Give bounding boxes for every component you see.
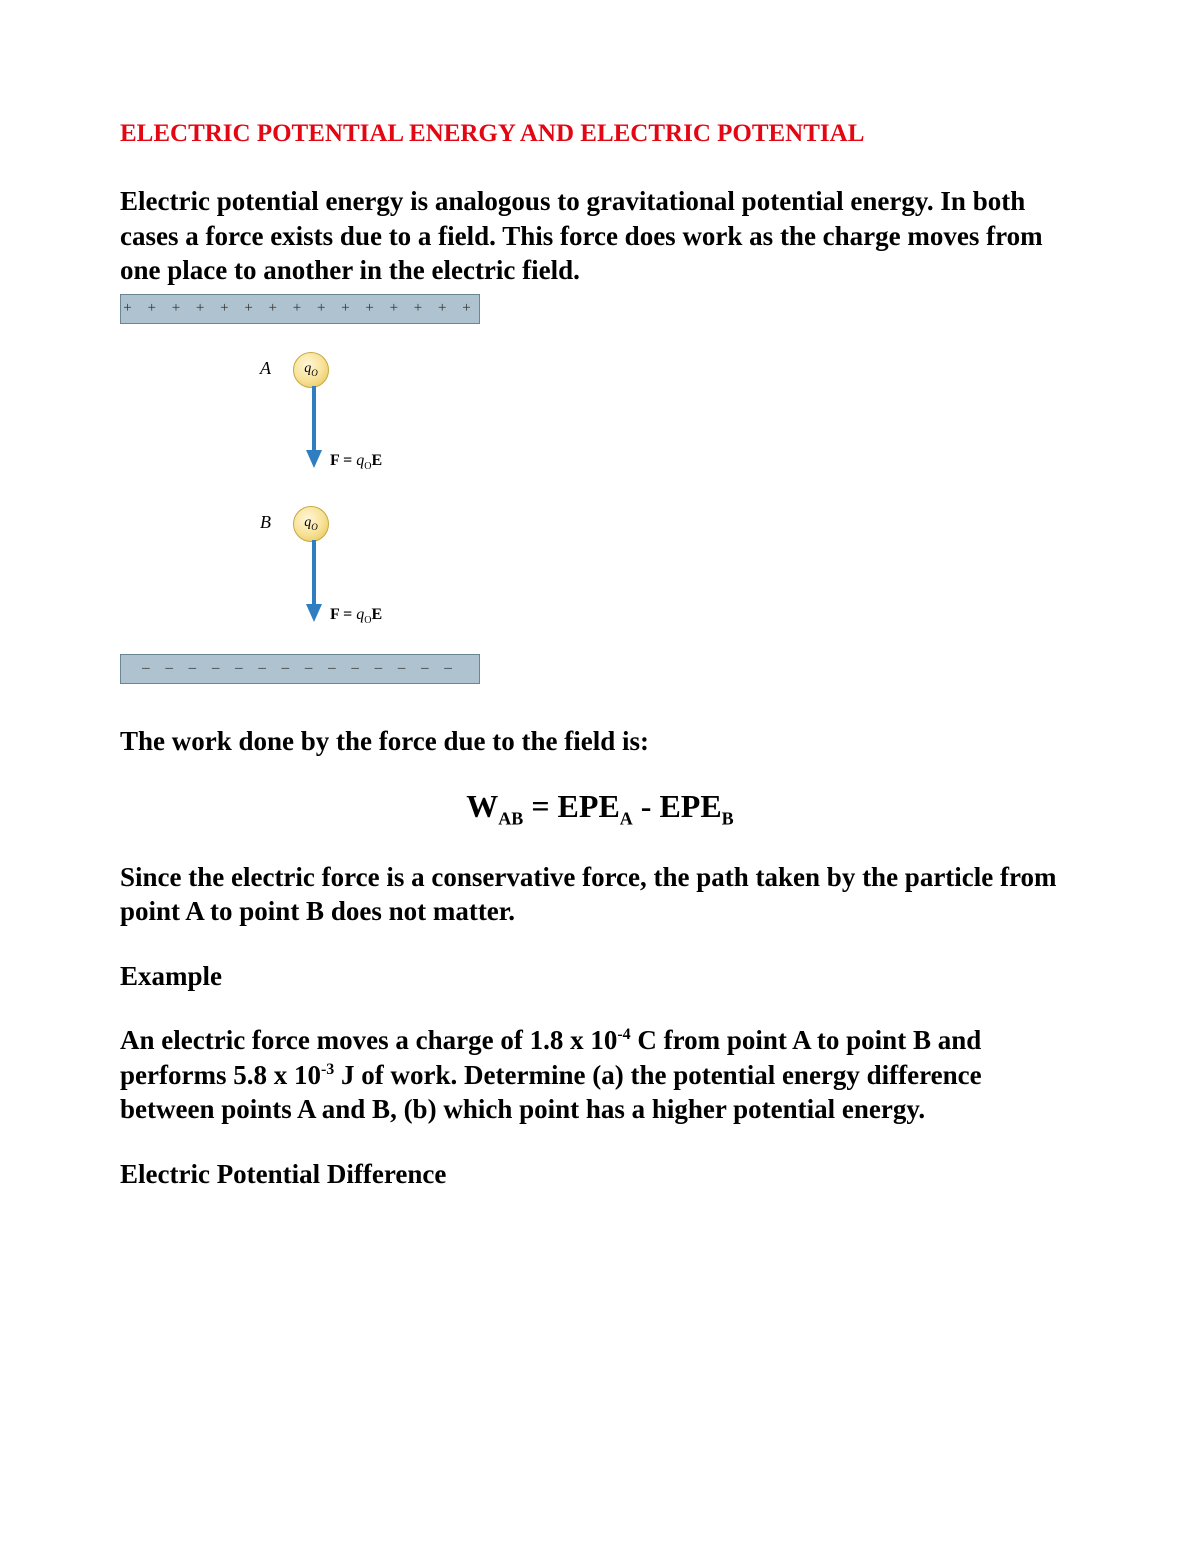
eq-lhs-sub: AB xyxy=(498,809,523,829)
eq-minus: - xyxy=(633,788,660,824)
charge-A: qO xyxy=(293,352,329,388)
label-B: B xyxy=(260,512,271,533)
conservative-paragraph: Since the electric force is a conservati… xyxy=(120,860,1080,929)
work-equation: WAB = EPEA - EPEB xyxy=(120,788,1080,829)
eq-t1: EPE xyxy=(558,788,620,824)
positive-plate: + + + + + + + + + + + + + + + xyxy=(120,294,480,324)
example-heading: Example xyxy=(120,959,1080,994)
ex-e1: -4 xyxy=(617,1026,630,1043)
eq-lhs: W xyxy=(466,788,498,824)
force-E-A: E xyxy=(372,452,383,469)
label-A: A xyxy=(260,358,271,379)
force-label-A: F = qOE xyxy=(330,452,382,472)
eq-t2: EPE xyxy=(659,788,721,824)
force-qsub-A: O xyxy=(364,461,371,472)
force-label-B: F = qOE xyxy=(330,606,382,626)
charge-B: qO xyxy=(293,506,329,542)
ex-e2: -3 xyxy=(321,1061,334,1078)
eq-t2-sub: B xyxy=(722,809,734,829)
force-prefix-B: F = xyxy=(330,606,356,623)
charge-A-sub: O xyxy=(311,368,318,378)
force-prefix-A: F = xyxy=(330,452,356,469)
work-sentence: The work done by the force due to the fi… xyxy=(120,724,1080,759)
eq-t1-sub: A xyxy=(620,809,633,829)
ex-p1: An electric force moves a charge of 1.8 … xyxy=(120,1025,617,1055)
force-E-B: E xyxy=(372,606,383,623)
section-potential-difference: Electric Potential Difference xyxy=(120,1157,1080,1192)
page-title: ELECTRIC POTENTIAL ENERGY AND ELECTRIC P… xyxy=(120,120,1080,148)
example-body: An electric force moves a charge of 1.8 … xyxy=(120,1023,1080,1127)
intro-paragraph: Electric potential energy is analogous t… xyxy=(120,184,1080,288)
field-diagram: + + + + + + + + + + + + + + + A qO F = q… xyxy=(120,294,480,684)
negative-plate: – – – – – – – – – – – – – – xyxy=(120,654,480,684)
eq-eq: = xyxy=(523,788,557,824)
charge-B-sub: O xyxy=(311,522,318,532)
force-qsub-B: O xyxy=(364,615,371,626)
